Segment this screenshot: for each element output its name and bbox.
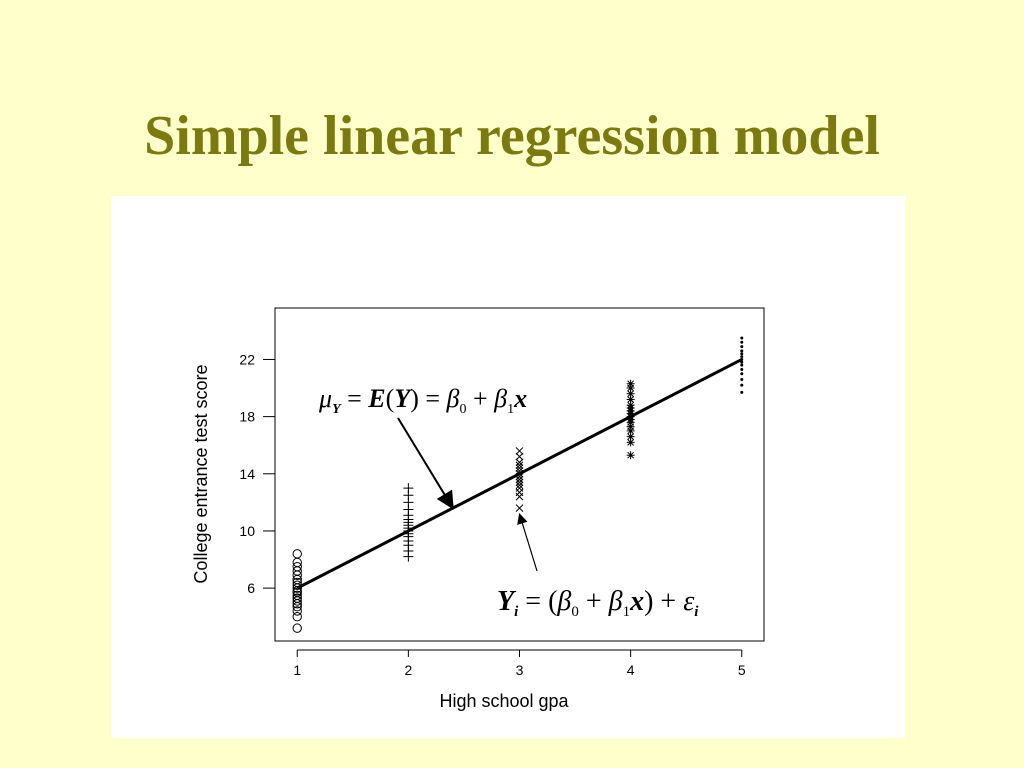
data-point	[740, 367, 744, 371]
data-point	[740, 355, 744, 359]
data-point	[515, 504, 524, 512]
data-point	[515, 481, 524, 490]
data-point	[626, 379, 635, 388]
y-axis: 6 10 14 18 22	[239, 351, 275, 596]
data-point	[740, 390, 744, 394]
y-tick-label: 18	[239, 409, 255, 425]
y-tick-label: 6	[247, 580, 255, 596]
data-point	[626, 389, 635, 398]
data-point	[292, 561, 302, 572]
data-point	[740, 336, 744, 340]
data-point	[740, 372, 744, 376]
plot-panel: 1 2 3 4 5 6 10 14 18 22 High school gpa College …	[111, 196, 905, 738]
data-point	[626, 401, 635, 410]
data-point	[626, 451, 635, 460]
data-point	[292, 623, 302, 633]
data-point	[515, 475, 524, 484]
mean-equation-arrow	[397, 417, 454, 510]
mean-equation: μY = E(Y) = β0 + β1x	[318, 384, 527, 417]
x-tick-label: 3	[516, 662, 524, 678]
y-tick-label: 14	[239, 466, 255, 482]
data-point	[740, 360, 744, 364]
data-point	[626, 432, 635, 441]
data-point	[515, 478, 524, 487]
data-point	[515, 447, 524, 455]
data-point	[740, 383, 744, 387]
data-point	[626, 426, 635, 435]
data-point	[292, 593, 302, 603]
x-tick-label: 2	[404, 662, 412, 678]
data-point	[515, 484, 524, 492]
data-point	[292, 606, 302, 616]
x-axis-title: High school gpa	[439, 691, 569, 711]
plot-frame	[274, 307, 765, 642]
data-point	[292, 549, 302, 559]
observation-equation-arrow	[517, 513, 538, 572]
data-point	[740, 363, 744, 367]
data-point	[626, 384, 635, 393]
data-point	[740, 377, 744, 381]
y-axis-title: College entrance test score	[191, 364, 211, 583]
x-axis: 1 2 3 4 5	[293, 649, 746, 678]
data-point	[626, 422, 635, 431]
x-tick-label: 1	[293, 662, 301, 678]
y-tick-label: 22	[239, 351, 255, 367]
observation-equation: Yi = (β0 + β1x) + εi	[497, 586, 699, 620]
data-point	[515, 461, 524, 470]
x-tick-label: 5	[738, 662, 746, 678]
data-point	[515, 458, 524, 467]
data-points	[292, 336, 744, 633]
data-point	[515, 452, 524, 461]
regression-line	[296, 358, 743, 590]
scatter-chart: 1 2 3 4 5 6 10 14 18 22 High school gpa College …	[191, 307, 765, 711]
data-point	[292, 612, 302, 622]
slide-title: Simple linear regression model	[144, 105, 880, 167]
data-point	[740, 345, 744, 349]
data-point	[292, 590, 302, 600]
data-point	[515, 464, 524, 472]
x-tick-label: 4	[627, 662, 635, 678]
data-point	[740, 340, 744, 344]
data-point	[626, 395, 635, 404]
data-point	[740, 349, 744, 353]
data-point	[626, 438, 635, 447]
regression-layer	[296, 358, 743, 590]
data-point	[740, 352, 744, 356]
y-tick-label: 10	[239, 523, 255, 539]
data-point	[403, 483, 414, 494]
